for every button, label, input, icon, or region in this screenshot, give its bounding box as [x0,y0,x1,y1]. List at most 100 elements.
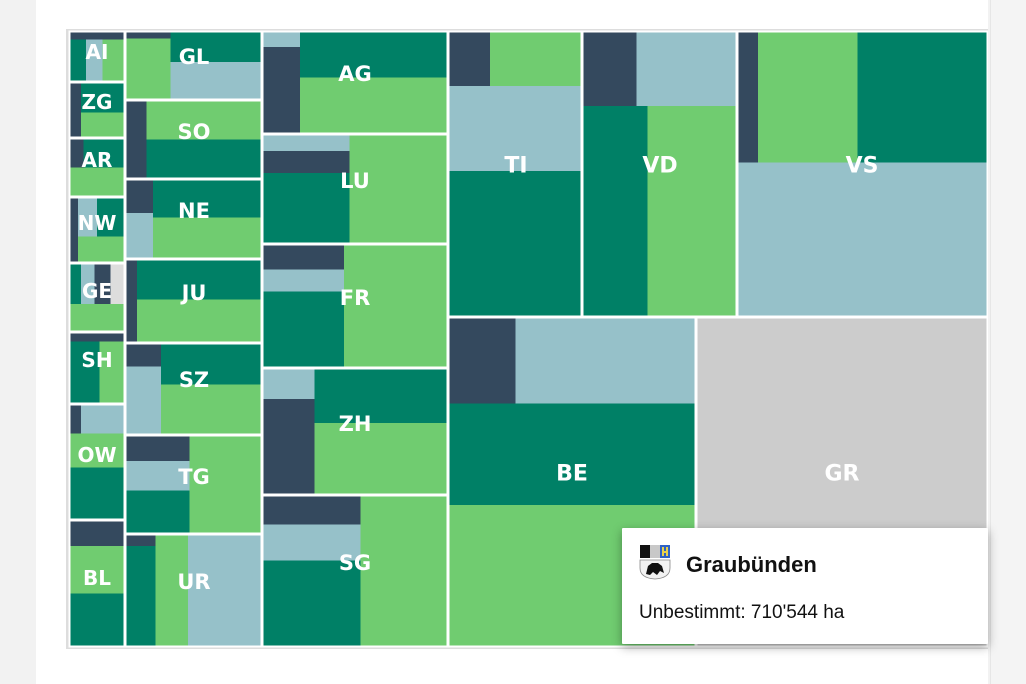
tile-ur[interactable] [124,533,263,648]
tile-nw-segment-2[interactable] [97,198,124,237]
tile-sg-segment-3[interactable] [360,496,448,646]
tile-lu[interactable] [261,133,449,245]
tile-ar-segment-1[interactable] [83,139,125,168]
tile-ju-segment-0[interactable] [126,260,137,342]
tile-tg-segment-0[interactable] [126,436,190,462]
tile-fr-segment-0[interactable] [263,245,344,270]
tile-ow-segment-0[interactable] [70,405,81,434]
tile-ar-segment-2[interactable] [70,167,124,197]
tile-zh-segment-3[interactable] [314,422,448,495]
tile-sg-segment-1[interactable] [263,524,361,561]
tile-ag-segment-3[interactable] [299,77,447,134]
tile-ju-segment-1[interactable] [136,260,261,300]
tile-sg-segment-0[interactable] [263,496,361,525]
tile-zg-segment-1[interactable] [80,83,124,113]
tile-nw-segment-0[interactable] [70,198,79,262]
tile-ag-segment-2[interactable] [299,32,447,78]
tile-fr-segment-2[interactable] [263,291,344,367]
tile-bl-segment-1[interactable] [70,546,124,594]
tile-sz-segment-1[interactable] [126,366,162,435]
tile-tg-segment-3[interactable] [189,436,261,533]
tile-gl-segment-2[interactable] [170,32,261,63]
tile-sg-segment-2[interactable] [263,560,361,647]
tile-tg[interactable] [124,434,263,535]
tile-ag-segment-1[interactable] [263,47,300,133]
tile-sz[interactable] [124,342,263,436]
tile-ur-segment-2[interactable] [155,535,189,646]
tile-so-segment-0[interactable] [126,101,147,178]
tile-ne-segment-1[interactable] [126,212,153,258]
tile-vs-segment-3[interactable] [738,162,987,316]
tile-be[interactable] [447,316,697,648]
tile-zh-segment-1[interactable] [263,399,315,494]
tile-ur-segment-1[interactable] [126,546,156,646]
tile-ow[interactable] [68,403,126,521]
tile-gl-segment-0[interactable] [126,32,171,39]
tile-ne-segment-3[interactable] [153,217,261,258]
tile-lu-segment-3[interactable] [349,135,448,243]
tile-ti-segment-0[interactable] [449,32,490,86]
tile-bl-segment-0[interactable] [70,521,124,546]
tile-zh-segment-2[interactable] [314,369,448,423]
tile-ow-segment-2[interactable] [70,433,124,468]
tile-ne-segment-0[interactable] [126,180,153,213]
tile-sz-segment-2[interactable] [161,344,261,385]
tile-zh-segment-0[interactable] [263,369,315,399]
tile-be-segment-1[interactable] [515,318,695,404]
tile-vs[interactable] [736,30,988,318]
tile-ti[interactable] [447,30,583,318]
tile-vd-segment-1[interactable] [636,32,737,106]
tile-ow-segment-1[interactable] [80,405,124,434]
tile-ur-segment-0[interactable] [126,535,156,547]
tile-gl-segment-1[interactable] [126,38,171,99]
tile-vs-segment-0[interactable] [738,32,758,163]
tile-ti-segment-1[interactable] [489,32,581,86]
tile-zg-segment-2[interactable] [80,112,124,137]
tile-ar-segment-0[interactable] [70,139,84,168]
tile-sh-segment-1[interactable] [99,333,124,403]
tile-so-segment-1[interactable] [146,101,262,140]
tile-sg[interactable] [261,494,449,648]
tile-fr[interactable] [261,243,449,369]
tile-ai-segment-3[interactable] [70,32,124,40]
tile-lu-segment-0[interactable] [263,135,350,152]
tile-vd-segment-0[interactable] [583,32,637,106]
tile-vs-segment-2[interactable] [857,32,988,163]
tile-vd-segment-3[interactable] [647,105,736,316]
tile-tg-segment-2[interactable] [126,490,190,533]
tile-be-segment-0[interactable] [449,318,516,404]
tile-fr-segment-1[interactable] [263,269,344,292]
tile-ju[interactable] [124,258,263,344]
tile-sz-segment-3[interactable] [161,384,261,435]
tile-ar[interactable] [68,137,126,198]
tile-gl[interactable] [124,30,263,101]
tile-ur-segment-3[interactable] [188,535,261,646]
tile-ne[interactable] [124,178,263,260]
tile-ne-segment-2[interactable] [153,180,261,218]
tile-ju-segment-2[interactable] [136,299,261,342]
tile-vd[interactable] [581,30,738,318]
tile-sh[interactable] [68,331,126,405]
tile-ai-segment-0[interactable] [70,32,87,81]
tile-tg-segment-1[interactable] [126,461,190,491]
tile-ag-segment-0[interactable] [263,32,300,48]
tile-sz-segment-0[interactable] [126,344,162,367]
tile-gl-segment-3[interactable] [170,62,261,100]
tile-sh-segment-2[interactable] [70,333,124,342]
tile-lu-segment-2[interactable] [263,172,350,243]
tile-vd-segment-2[interactable] [583,105,648,316]
tile-nw-segment-1[interactable] [78,198,97,237]
tile-ai-segment-2[interactable] [102,32,124,81]
tile-be-segment-2[interactable] [449,403,695,505]
tile-sh-segment-0[interactable] [70,333,100,403]
tile-zg-segment-0[interactable] [70,83,81,137]
tile-ow-segment-3[interactable] [70,467,124,519]
tile-ge[interactable] [68,262,126,333]
tile-ge-segment-0[interactable] [70,264,81,331]
tile-vs-segment-1[interactable] [757,32,858,163]
tile-ti-segment-2[interactable] [449,86,581,172]
tile-ai-segment-1[interactable] [86,32,103,81]
tile-bl-segment-2[interactable] [70,593,124,647]
tile-lu-segment-1[interactable] [263,151,350,173]
tile-nw-segment-3[interactable] [78,236,124,262]
